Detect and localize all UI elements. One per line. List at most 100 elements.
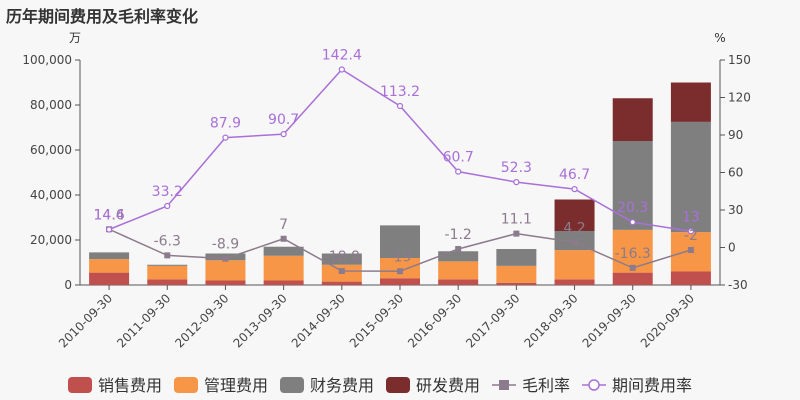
y-left-tick-label: 80,000 xyxy=(30,98,72,112)
bar-segment xyxy=(612,98,653,141)
y-right-tick-label: 60 xyxy=(728,166,743,180)
bar-segment xyxy=(554,199,595,231)
bar-segment xyxy=(670,82,711,122)
bar-segment xyxy=(89,259,130,273)
series-point xyxy=(164,252,171,259)
y-left-tick-label: 0 xyxy=(64,278,72,292)
data-label: -18.8 xyxy=(324,249,360,265)
data-label: 14.4 xyxy=(94,208,125,224)
bar-segment xyxy=(612,141,653,230)
data-label: 52.3 xyxy=(501,160,532,176)
data-label: 90.7 xyxy=(268,112,299,128)
bar-segment xyxy=(496,265,537,283)
y-left-tick-label: 40,000 xyxy=(30,188,72,202)
bar-segment xyxy=(380,258,420,279)
x-tick-label: 2017-09-30 xyxy=(463,291,522,350)
series-point xyxy=(222,255,229,262)
bar-segment xyxy=(321,253,362,265)
series-point xyxy=(338,66,345,73)
bar-segment xyxy=(205,280,246,285)
bar-segment xyxy=(205,260,246,281)
data-label: 142.4 xyxy=(322,48,362,64)
y-right-tick-label: 150 xyxy=(728,53,751,67)
series-point xyxy=(629,219,636,226)
y-left-tick-label: 100,000 xyxy=(22,53,72,67)
data-label: -6.3 xyxy=(154,233,181,249)
series-point xyxy=(280,131,287,138)
bar-segment xyxy=(380,225,420,258)
data-label: 20.3 xyxy=(617,200,648,216)
x-tick-label: 2019-09-30 xyxy=(580,291,639,350)
legend-label: 期间费用率 xyxy=(612,376,692,395)
x-tick-label: 2013-09-30 xyxy=(231,291,290,350)
series-point xyxy=(513,179,520,186)
bar-segment xyxy=(89,272,130,285)
bar-segment xyxy=(496,282,537,285)
legend-marker xyxy=(499,380,509,390)
y-right-tick-label: 90 xyxy=(728,128,743,142)
bar-segment xyxy=(147,264,188,266)
bar-segment xyxy=(147,279,188,285)
series-point xyxy=(687,247,694,253)
data-label: 7 xyxy=(279,217,288,233)
series-point xyxy=(164,202,171,210)
series-point xyxy=(105,226,113,233)
legend-label: 毛利率 xyxy=(522,376,570,395)
series-point xyxy=(455,246,462,252)
series-point xyxy=(397,268,403,275)
data-label: 60.7 xyxy=(443,150,474,166)
series-point xyxy=(571,186,578,193)
legend-label: 财务费用 xyxy=(310,376,374,395)
bar-segment xyxy=(670,121,711,233)
x-tick-label: 2015-09-30 xyxy=(347,291,406,350)
bar-segment xyxy=(147,265,188,280)
bar-segment xyxy=(438,251,479,262)
bar-segment xyxy=(263,246,304,256)
bar-segment xyxy=(554,279,595,285)
series-point xyxy=(396,102,404,110)
data-label: 14.6 xyxy=(94,207,125,223)
series-point xyxy=(513,230,520,237)
legend-label: 管理费用 xyxy=(204,376,268,395)
bar-segment xyxy=(554,250,595,280)
bar-segment xyxy=(263,280,304,285)
y-right-tick-label: 30 xyxy=(728,203,743,217)
y-right-tick-label: -30 xyxy=(728,278,748,292)
legend-swatch xyxy=(68,377,92,393)
series-point xyxy=(222,134,229,141)
bar-segment xyxy=(438,279,479,285)
data-label: 11.1 xyxy=(501,212,532,228)
series-point xyxy=(571,239,578,246)
legend-swatch xyxy=(280,377,304,393)
series-point xyxy=(629,264,636,271)
legend-marker xyxy=(588,379,600,391)
x-tick-label: 2014-09-30 xyxy=(289,291,348,350)
data-label: 87.9 xyxy=(210,116,241,132)
series-point xyxy=(280,235,287,242)
line-series-group xyxy=(105,66,695,275)
y-left-tick-label: 20,000 xyxy=(30,233,72,247)
y-right-unit: % xyxy=(714,31,725,45)
series-point xyxy=(455,168,462,175)
x-tick-label: 2011-09-30 xyxy=(114,291,173,350)
y-right-tick-label: 120 xyxy=(728,91,751,105)
bar-segment xyxy=(438,261,479,280)
data-label: 113.2 xyxy=(380,84,420,100)
data-label: -19 xyxy=(389,249,412,265)
bar-segment xyxy=(263,255,304,281)
bar-segment xyxy=(612,272,653,285)
x-tick-label: 2018-09-30 xyxy=(521,291,580,350)
y-right-tick-label: 0 xyxy=(728,241,736,255)
series-point xyxy=(338,268,345,274)
x-tick-label: 2020-09-30 xyxy=(638,291,697,350)
x-tick-label: 2016-09-30 xyxy=(405,291,464,350)
data-labels-group: 14.6 -6.3 -8.9 7 -18.8 -19 -1.2 11.1 4.2 -16.3 -2 1… xyxy=(94,48,700,266)
bar-segment xyxy=(670,271,711,285)
y-left-tick-label: 60,000 xyxy=(30,143,72,157)
data-label: 4.2 xyxy=(563,220,585,236)
chart-title: 历年期间费用及毛利率变化 xyxy=(6,7,199,26)
x-tick-label: 2012-09-30 xyxy=(172,291,231,350)
data-label: 46.7 xyxy=(559,167,590,183)
bar-segment xyxy=(321,281,362,285)
